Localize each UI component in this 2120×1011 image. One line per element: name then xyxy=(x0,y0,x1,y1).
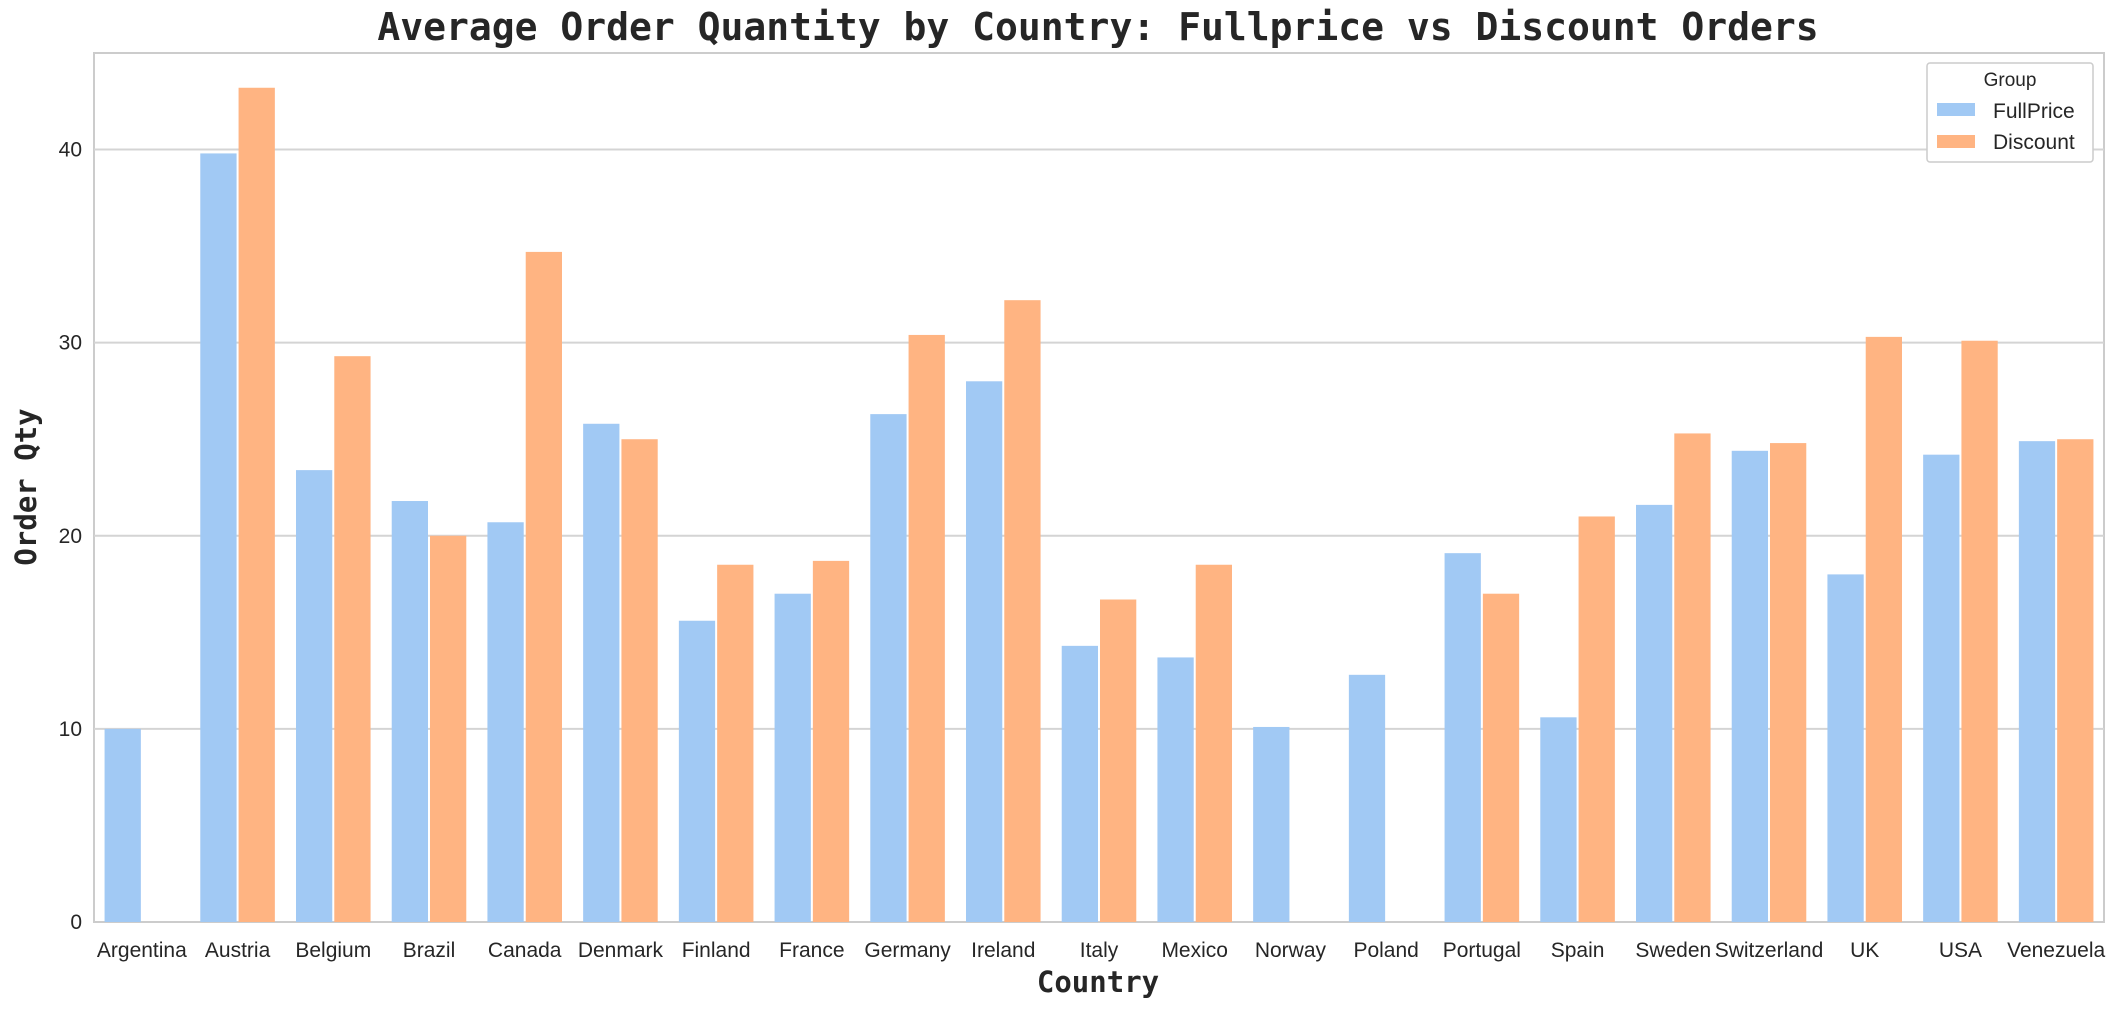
bars xyxy=(104,87,2094,923)
x-tick-label-argentina: Argentina xyxy=(97,939,187,962)
bar-fullprice-portugal xyxy=(1444,553,1481,922)
bar-discount-uk xyxy=(1865,336,1902,923)
bar-discount-italy xyxy=(1100,599,1137,922)
chart-title: Average Order Quantity by Country: Fullp… xyxy=(377,5,1818,49)
x-tick-label-austria: Austria xyxy=(205,939,271,962)
bar-discount-ireland xyxy=(1004,300,1041,922)
bar-discount-spain xyxy=(1578,516,1615,922)
bar-fullprice-france xyxy=(774,593,811,922)
bar-fullprice-uk xyxy=(1827,574,1864,922)
x-tick-label-mexico: Mexico xyxy=(1161,939,1228,962)
bar-fullprice-italy xyxy=(1061,645,1098,922)
x-tick-label-denmark: Denmark xyxy=(578,939,664,962)
bar-discount-sweden xyxy=(1674,433,1711,922)
legend: Group FullPrice Discount xyxy=(1926,62,2094,163)
x-tick-label-norway: Norway xyxy=(1255,939,1327,962)
bar-discount-austria xyxy=(238,87,275,922)
bar-discount-portugal xyxy=(1482,593,1520,922)
legend-title: Group xyxy=(1984,70,2037,91)
y-tick-labels: 0 10 20 30 40 xyxy=(59,139,82,934)
bar-discount-usa xyxy=(1961,340,1998,922)
x-tick-label-germany: Germany xyxy=(864,939,951,962)
x-tick-label-usa: USA xyxy=(1939,939,1982,962)
y-tick-label-40: 40 xyxy=(59,139,82,162)
bar-discount-belgium xyxy=(334,356,371,922)
legend-swatch-fullprice xyxy=(1937,103,1975,116)
bar-discount-mexico xyxy=(1195,564,1232,922)
legend-label-fullprice: FullPrice xyxy=(1993,100,2075,123)
bar-fullprice-norway xyxy=(1253,726,1290,922)
x-tick-label-brazil: Brazil xyxy=(403,939,456,962)
x-tick-label-france: France xyxy=(779,939,844,962)
x-tick-label-finland: Finland xyxy=(682,939,751,962)
plot-area xyxy=(93,52,2105,923)
legend-swatch-discount xyxy=(1937,135,1975,148)
x-tick-label-switzerland: Switzerland xyxy=(1715,939,1824,962)
y-tick-label-20: 20 xyxy=(59,525,82,548)
bar-fullprice-ireland xyxy=(966,381,1003,922)
y-tick-label-30: 30 xyxy=(59,332,82,355)
bar-fullprice-argentina xyxy=(104,728,141,922)
x-tick-label-sweden: Sweden xyxy=(1635,939,1711,962)
x-tick-label-poland: Poland xyxy=(1353,939,1418,962)
grid-lines xyxy=(94,148,2104,730)
bar-discount-switzerland xyxy=(1770,443,1807,922)
y-tick-label-0: 0 xyxy=(70,911,82,934)
x-tick-label-venezuela: Venezuela xyxy=(2007,939,2105,962)
bar-fullprice-switzerland xyxy=(1731,450,1768,922)
bar-fullprice-belgium xyxy=(296,470,333,922)
x-tick-label-italy: Italy xyxy=(1080,939,1119,962)
bar-fullprice-denmark xyxy=(583,423,620,922)
bar-fullprice-poland xyxy=(1348,674,1386,922)
bar-fullprice-finland xyxy=(678,620,716,922)
x-tick-label-spain: Spain xyxy=(1551,939,1605,962)
bar-discount-denmark xyxy=(621,439,658,922)
bar-fullprice-brazil xyxy=(391,501,428,922)
bar-fullprice-usa xyxy=(1923,454,1960,922)
bar-fullprice-canada xyxy=(487,522,524,922)
bar-fullprice-mexico xyxy=(1157,657,1194,922)
legend-label-discount: Discount xyxy=(1993,131,2075,154)
bar-fullprice-venezuela xyxy=(2018,441,2056,922)
bar-discount-finland xyxy=(717,564,754,922)
x-tick-label-canada: Canada xyxy=(488,939,562,962)
x-tick-label-uk: UK xyxy=(1850,939,1879,962)
bar-discount-canada xyxy=(525,251,562,923)
bar-discount-brazil xyxy=(430,535,467,922)
bar-discount-germany xyxy=(908,334,945,922)
bar-discount-venezuela xyxy=(2057,439,2094,922)
bar-fullprice-sweden xyxy=(1636,504,1673,922)
bar-fullprice-spain xyxy=(1540,717,1577,922)
x-tick-labels: Argentina Austria Belgium Brazil Canada Denma… xyxy=(97,939,2106,962)
x-axis-label: Country xyxy=(1037,965,1159,999)
y-axis-label: Order Qty xyxy=(9,408,43,565)
bar-fullprice-germany xyxy=(870,414,907,922)
x-tick-label-belgium: Belgium xyxy=(295,939,371,962)
y-tick-label-10: 10 xyxy=(59,718,82,741)
bar-fullprice-austria xyxy=(200,153,237,922)
bar-discount-france xyxy=(812,560,850,922)
x-tick-label-ireland: Ireland xyxy=(971,939,1035,962)
x-tick-label-portugal: Portugal xyxy=(1443,939,1521,962)
